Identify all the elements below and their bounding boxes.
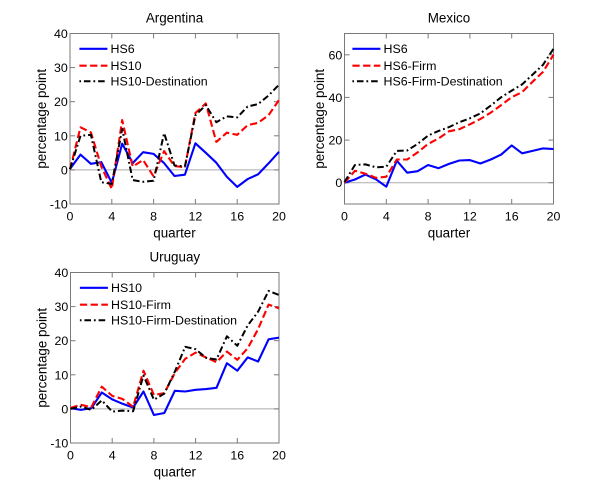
- svg-text:0: 0: [61, 163, 68, 177]
- svg-text:60: 60: [329, 48, 343, 62]
- svg-text:20: 20: [547, 209, 561, 223]
- svg-text:HS6: HS6: [111, 42, 135, 56]
- svg-text:0: 0: [341, 209, 348, 223]
- svg-text:Mexico: Mexico: [428, 11, 470, 26]
- svg-text:Argentina: Argentina: [146, 11, 204, 26]
- svg-text:40: 40: [55, 266, 69, 280]
- svg-text:20: 20: [54, 95, 68, 109]
- svg-text:10: 10: [55, 368, 69, 382]
- svg-text:HS6: HS6: [384, 42, 408, 56]
- svg-text:HS10-Firm: HS10-Firm: [111, 298, 171, 312]
- svg-text:12: 12: [189, 448, 203, 462]
- svg-text:quarter: quarter: [153, 226, 196, 241]
- svg-text:40: 40: [329, 91, 343, 105]
- svg-text:HS6-Firm: HS6-Firm: [384, 59, 437, 73]
- svg-text:20: 20: [272, 448, 286, 462]
- svg-text:16: 16: [505, 209, 519, 223]
- svg-text:HS10: HS10: [111, 281, 142, 295]
- svg-text:HS6-Firm-Destination: HS6-Firm-Destination: [384, 75, 503, 89]
- svg-text:4: 4: [108, 209, 115, 223]
- svg-text:40: 40: [54, 27, 68, 41]
- svg-text:0: 0: [67, 448, 74, 462]
- svg-text:12: 12: [189, 209, 203, 223]
- svg-text:20: 20: [329, 134, 343, 148]
- svg-text:percentage point: percentage point: [34, 69, 49, 169]
- svg-text:0: 0: [335, 176, 342, 190]
- svg-text:20: 20: [55, 334, 69, 348]
- svg-text:0: 0: [61, 402, 68, 416]
- svg-text:8: 8: [425, 209, 432, 223]
- svg-text:30: 30: [55, 300, 69, 314]
- svg-text:percentage point: percentage point: [35, 308, 50, 408]
- svg-text:4: 4: [383, 209, 390, 223]
- svg-text:-10: -10: [50, 198, 68, 212]
- svg-text:0: 0: [67, 209, 74, 223]
- svg-text:12: 12: [463, 209, 477, 223]
- svg-text:Uruguay: Uruguay: [149, 250, 200, 265]
- svg-text:16: 16: [230, 448, 244, 462]
- svg-text:8: 8: [150, 448, 157, 462]
- svg-text:-10: -10: [50, 437, 68, 451]
- svg-text:20: 20: [272, 209, 286, 223]
- svg-text:HS10-Destination: HS10-Destination: [111, 75, 208, 89]
- svg-text:16: 16: [230, 209, 244, 223]
- svg-text:HS10-Firm-Destination: HS10-Firm-Destination: [111, 314, 237, 328]
- svg-text:quarter: quarter: [154, 465, 197, 480]
- svg-text:percentage point: percentage point: [312, 69, 327, 169]
- svg-text:10: 10: [54, 129, 68, 143]
- svg-text:HS10: HS10: [111, 59, 142, 73]
- svg-text:8: 8: [150, 209, 157, 223]
- svg-text:4: 4: [109, 448, 116, 462]
- svg-text:30: 30: [54, 61, 68, 75]
- svg-text:quarter: quarter: [428, 226, 471, 241]
